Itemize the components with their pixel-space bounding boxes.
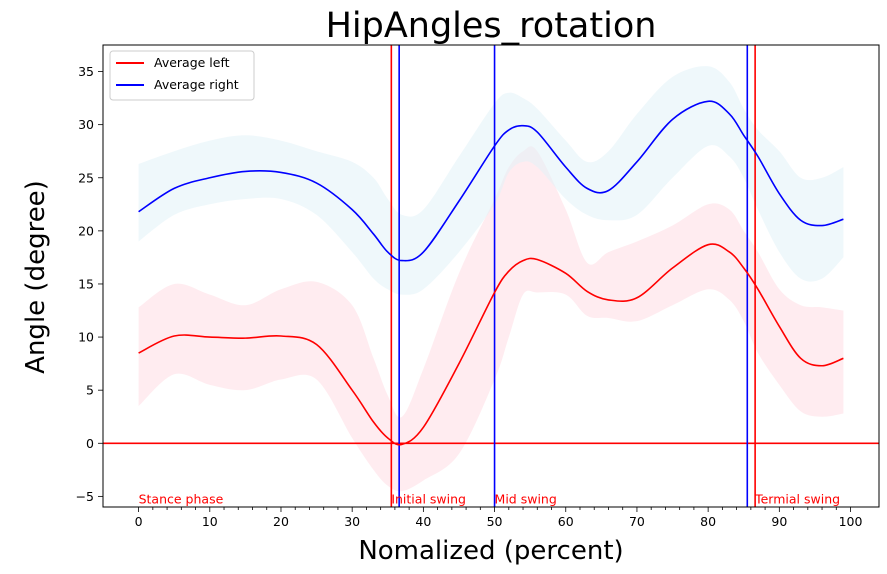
y-axis-ticks: −5 0 5 10 15 20 25 30 35 [76, 64, 103, 504]
phase-label: Initial swing [391, 492, 466, 507]
x-tick-label: 60 [558, 514, 574, 529]
phase-annotations: Stance phase Initial swing Mid swing Termia… [139, 492, 840, 507]
phase-reference-lines [103, 45, 879, 507]
average-lines [138, 100, 844, 446]
confidence-bands [138, 66, 844, 492]
y-tick-label: 25 [78, 170, 94, 185]
y-tick-label: 0 [86, 436, 94, 451]
series-line-right [138, 100, 844, 262]
legend: Average left Average right [109, 50, 255, 101]
confidence-band-left [138, 146, 844, 492]
phase-label: Mid swing [495, 492, 557, 507]
x-tick-label: 20 [273, 514, 289, 529]
chart-title: HipAngles_rotation [326, 6, 657, 46]
legend-label-right: Average right [154, 77, 239, 92]
x-tick-label: 90 [771, 514, 787, 529]
phase-label: Stance phase [139, 492, 224, 507]
phase-label: Termial swing [754, 492, 840, 507]
y-tick-label: 20 [78, 223, 94, 238]
legend-box [109, 50, 255, 101]
y-tick-label: 10 [78, 330, 94, 345]
series-line-left [138, 243, 844, 446]
x-axis-label: Nomalized (percent) [358, 536, 623, 566]
plot-frame [102, 44, 880, 508]
y-tick-label: 5 [86, 383, 94, 398]
x-tick-label: 100 [839, 514, 863, 529]
x-tick-label: 30 [344, 514, 360, 529]
confidence-band-right [138, 66, 844, 295]
legend-label-left: Average left [154, 55, 230, 70]
x-tick-label: 0 [135, 514, 143, 529]
x-tick-label: 50 [487, 514, 503, 529]
x-axis-ticks: 0 10 20 30 40 50 60 70 80 90 100 [135, 507, 863, 529]
x-tick-label: 70 [629, 514, 645, 529]
y-axis-label: Angle (degree) [21, 180, 51, 374]
x-tick-label: 10 [202, 514, 218, 529]
x-tick-label: 40 [415, 514, 431, 529]
x-tick-label: 80 [700, 514, 716, 529]
y-tick-label: −5 [76, 489, 94, 504]
y-tick-label: 35 [78, 64, 94, 79]
y-tick-label: 15 [78, 276, 94, 291]
y-tick-label: 30 [78, 117, 94, 132]
